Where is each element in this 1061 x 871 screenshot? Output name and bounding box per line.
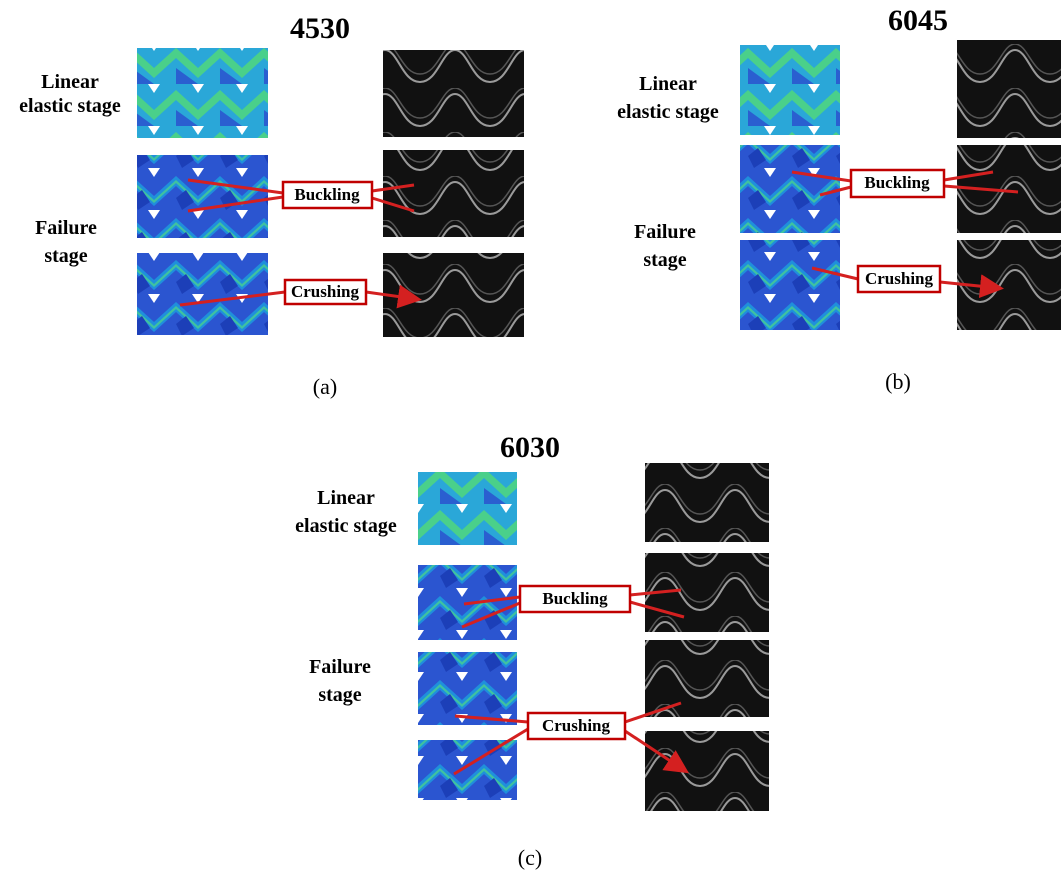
buckling-label: Buckling	[864, 173, 930, 192]
photo	[957, 40, 1061, 138]
figure: 4530 Linear elastic stage Failure stage …	[0, 0, 1061, 871]
stage-label: stage	[44, 245, 87, 267]
panel-title: 6030	[500, 431, 560, 464]
caption: (b)	[885, 369, 911, 394]
fem-image	[418, 472, 517, 545]
panel-title: 6045	[888, 4, 948, 37]
fem-image	[137, 155, 268, 238]
fem-image	[740, 145, 840, 233]
buckling-label: Buckling	[294, 185, 360, 204]
stage-label: Linear	[41, 71, 99, 93]
fem-image	[740, 240, 840, 330]
crushing-label: Crushing	[291, 282, 360, 301]
stage-label: elastic stage	[295, 515, 397, 537]
stage-label: Linear	[317, 487, 375, 509]
panel-title: 4530	[290, 12, 350, 45]
buckling-label: Buckling	[542, 589, 608, 608]
crushing-label: Crushing	[542, 716, 611, 735]
photo	[645, 731, 769, 811]
photo	[645, 640, 769, 717]
caption: (a)	[313, 374, 337, 399]
stage-label: Failure	[35, 217, 97, 239]
stage-label: Failure	[309, 656, 371, 678]
photo	[645, 463, 769, 542]
crushing-label: Crushing	[865, 269, 934, 288]
photo	[383, 150, 524, 237]
fem-image	[418, 740, 517, 800]
stage-label: stage	[643, 249, 686, 271]
photo	[383, 50, 524, 137]
fem-image	[137, 48, 268, 138]
stage-label: Linear	[639, 73, 697, 95]
fem-image	[137, 253, 268, 335]
fem-image	[418, 652, 517, 725]
caption: (c)	[518, 845, 542, 870]
stage-label: elastic stage	[19, 95, 121, 117]
stage-label: stage	[318, 684, 361, 706]
stage-label: Failure	[634, 221, 696, 243]
stage-label: elastic stage	[617, 101, 719, 123]
photo	[383, 253, 524, 337]
fem-image	[740, 45, 840, 135]
